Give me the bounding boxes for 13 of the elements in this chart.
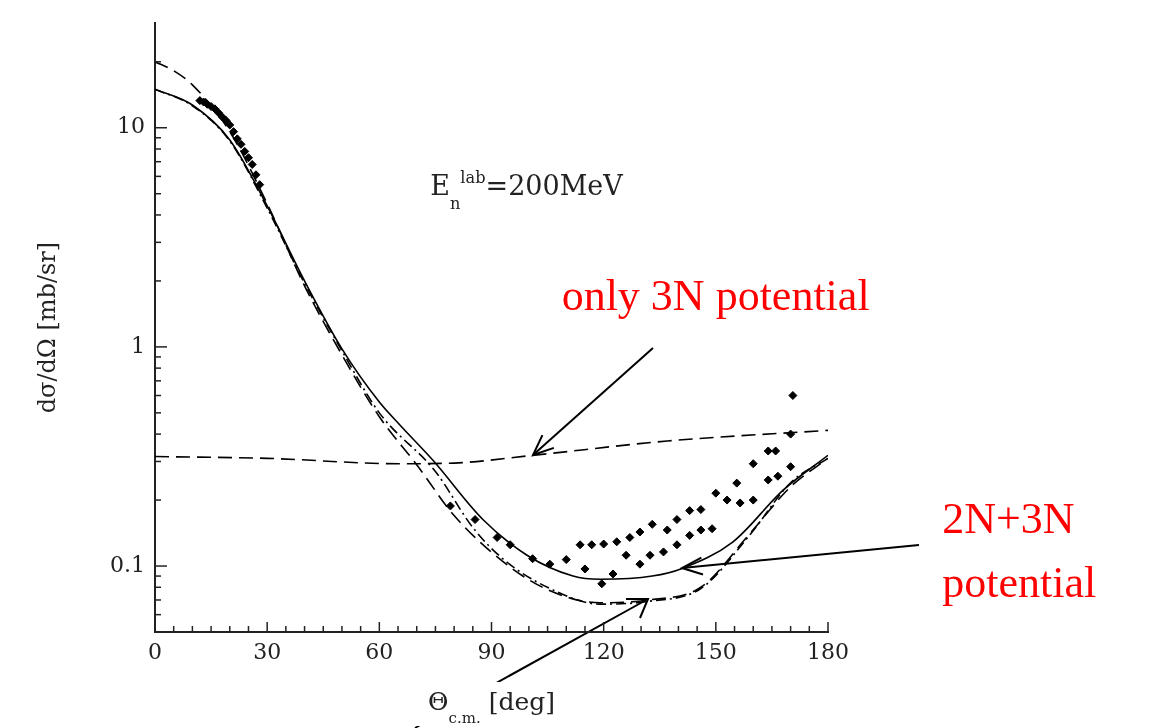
y-tick-label: 1 bbox=[131, 332, 145, 358]
x-tick-label: 90 bbox=[477, 638, 506, 664]
x-tick-label: 0 bbox=[148, 638, 162, 664]
x-tick-label: 30 bbox=[253, 638, 282, 664]
y-tick-label: 10 bbox=[117, 113, 145, 139]
x-tick-label: 150 bbox=[694, 638, 737, 664]
annotation: 2N+3N potential bbox=[942, 494, 1097, 608]
x-tick-label: 180 bbox=[807, 638, 849, 664]
annotation: only 3N potential bbox=[561, 271, 870, 321]
x-tick-label: 120 bbox=[582, 638, 625, 664]
y-axis-title: dσ/dΩ [mb/sr] bbox=[33, 241, 61, 414]
y-tick-label: 0.1 bbox=[110, 551, 145, 577]
x-tick-label: 60 bbox=[365, 638, 394, 664]
